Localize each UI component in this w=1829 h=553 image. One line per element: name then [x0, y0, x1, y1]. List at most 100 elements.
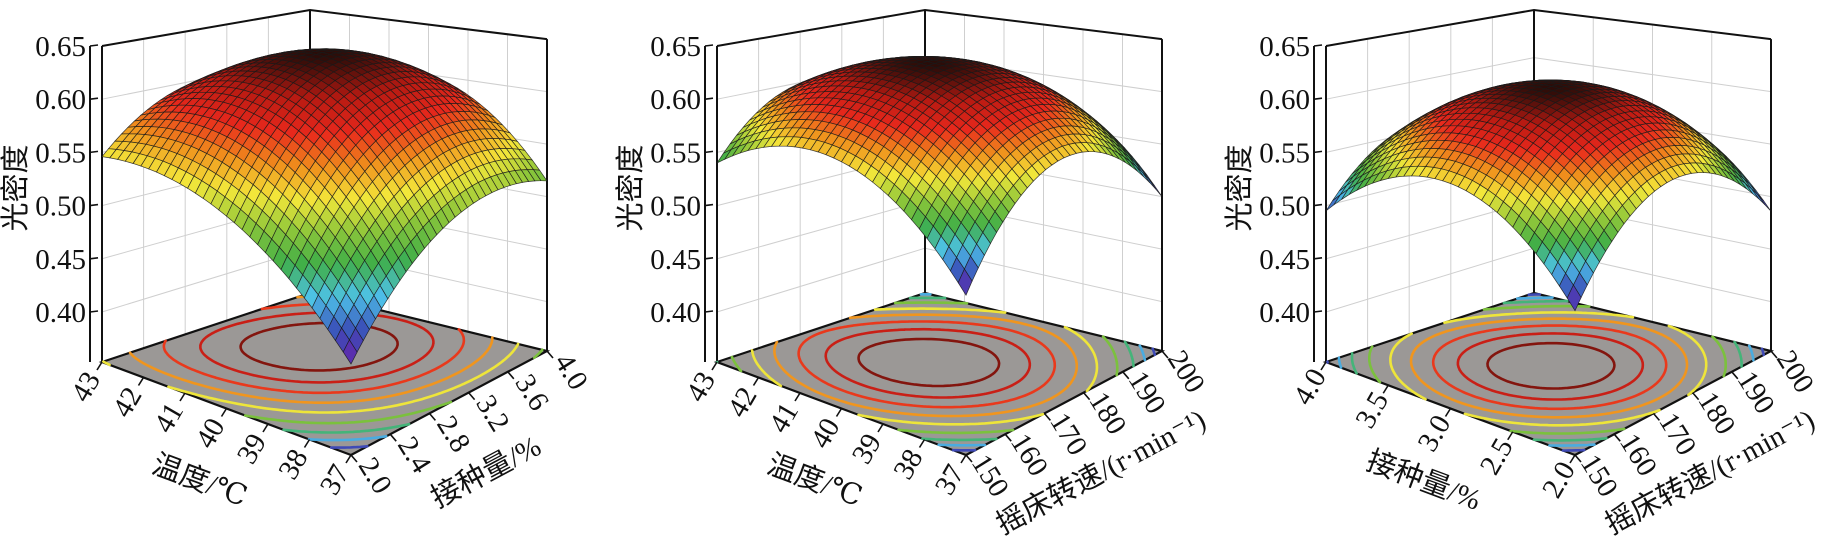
contour-line — [307, 435, 388, 442]
y-tick-label: 3.6 — [509, 369, 555, 417]
y-tick — [1122, 371, 1130, 380]
contour-line — [797, 320, 1057, 409]
surface-chart-2: 0.400.450.500.550.600.65光密度3738394041424… — [614, 8, 1211, 541]
surface-chart-1: 0.400.450.500.550.600.65光密度3738394041424… — [0, 8, 594, 515]
z-tick-label: 0.55 — [650, 137, 701, 169]
z-tick-label: 0.45 — [650, 244, 701, 276]
floor-contours — [715, 293, 1157, 452]
x-tick — [303, 439, 311, 448]
x-tick — [1569, 454, 1576, 464]
y-tick-label: 150 — [1574, 449, 1624, 503]
x-tick-label: 38 — [272, 444, 314, 485]
surface-chart-3: 0.40 0.45 0.50 0.55 0.60 0.65 光密度 2.0 2.5 3.0 3.5 4… — [1223, 8, 1820, 541]
x-tick — [1444, 408, 1452, 417]
z-tick — [704, 97, 714, 100]
z-tick-label: 0.50 — [1259, 191, 1310, 223]
x-tick — [96, 361, 103, 371]
x-tick-label: 42 — [106, 382, 148, 423]
contour-line — [750, 307, 1099, 426]
contour-line — [824, 327, 1032, 399]
z-tick-label: 0.45 — [35, 244, 86, 276]
y-tick — [389, 433, 397, 442]
z-tick-label: 0.65 — [650, 31, 701, 63]
contour-line — [1431, 324, 1668, 411]
x-tick-label: 41 — [148, 397, 190, 438]
gridline — [716, 200, 926, 260]
z-tick-label: 0.55 — [35, 137, 86, 169]
z-tick — [704, 203, 714, 207]
y-tick — [1652, 412, 1661, 421]
gridline — [1325, 57, 1535, 100]
z-tick-label: 0.50 — [650, 191, 701, 223]
surface-cell — [342, 339, 358, 365]
x-tick-label: 40 — [804, 413, 846, 454]
x-tick — [345, 454, 352, 464]
z-tick-label: 0.50 — [35, 191, 86, 223]
z-tick — [89, 97, 99, 100]
z-tick — [89, 44, 99, 47]
y-tick-label: 2.8 — [430, 410, 476, 458]
contour-line — [1326, 293, 1765, 452]
x-tick-label: 39 — [846, 428, 888, 469]
y-tick — [1043, 412, 1052, 421]
y-tick — [1082, 392, 1091, 401]
z-axis-title: 光密度 — [614, 144, 647, 231]
z-tick — [1313, 97, 1323, 100]
z-tick — [704, 44, 714, 47]
floor-contours — [102, 294, 544, 449]
contour-line — [102, 342, 520, 414]
y-tick-label: 180 — [1082, 386, 1132, 440]
z-tick — [704, 310, 714, 313]
y-tick-label: 170 — [1652, 407, 1702, 461]
x-tick-label: 43 — [65, 366, 107, 407]
surface-cell — [957, 268, 973, 296]
x-tick-label: 42 — [721, 382, 763, 423]
contour-line — [951, 347, 1157, 452]
z-tick-label: 0.45 — [1259, 244, 1310, 276]
box-edge — [1325, 8, 1772, 47]
x-tick-label: 38 — [887, 444, 929, 485]
z-tick — [89, 150, 99, 154]
y-tick — [428, 412, 437, 421]
y-tick-label: 3.2 — [469, 390, 515, 438]
x-tick-label: 37 — [314, 459, 356, 500]
z-tick-label: 0.40 — [650, 297, 701, 329]
contour-line — [128, 294, 494, 404]
x-tick — [877, 423, 884, 433]
y-tick — [1613, 433, 1621, 442]
contour-line — [730, 301, 1119, 435]
x-tick — [1507, 431, 1514, 441]
floor-contours — [1326, 293, 1765, 452]
x-tick — [960, 454, 967, 464]
x-tick — [220, 408, 228, 417]
z-tick — [1313, 203, 1323, 207]
y-tick-label: 160 — [1004, 428, 1054, 482]
z-tick-label: 0.40 — [1259, 297, 1310, 329]
y-tick-label: 2.4 — [391, 431, 438, 479]
contour-line — [1456, 332, 1645, 401]
y-tick — [467, 392, 476, 401]
x-axis-title: 接种量/% — [1362, 444, 1485, 517]
y-tick-label: 160 — [1613, 428, 1663, 482]
x-tick — [794, 392, 801, 402]
box-edge — [716, 8, 1163, 47]
z-tick — [1313, 310, 1323, 313]
contour-line — [1337, 296, 1755, 447]
y-tick — [507, 371, 515, 380]
z-tick-label: 0.65 — [1259, 31, 1310, 63]
x-tick — [137, 377, 145, 386]
x-tick-label: 3.5 — [1349, 386, 1395, 433]
z-tick — [704, 150, 714, 154]
x-tick — [1382, 384, 1389, 394]
z-tick-label: 0.60 — [35, 84, 86, 116]
y-tick — [1691, 392, 1700, 401]
contour-line — [243, 348, 544, 425]
x-tick-label: 3.0 — [1412, 410, 1458, 457]
z-tick — [1313, 150, 1323, 154]
x-tick — [835, 408, 843, 417]
x-tick — [179, 392, 186, 402]
y-tick-label: 200 — [1770, 345, 1820, 399]
response-surface — [1325, 79, 1772, 312]
y-tick — [1161, 350, 1169, 359]
y-tick — [1770, 350, 1778, 359]
